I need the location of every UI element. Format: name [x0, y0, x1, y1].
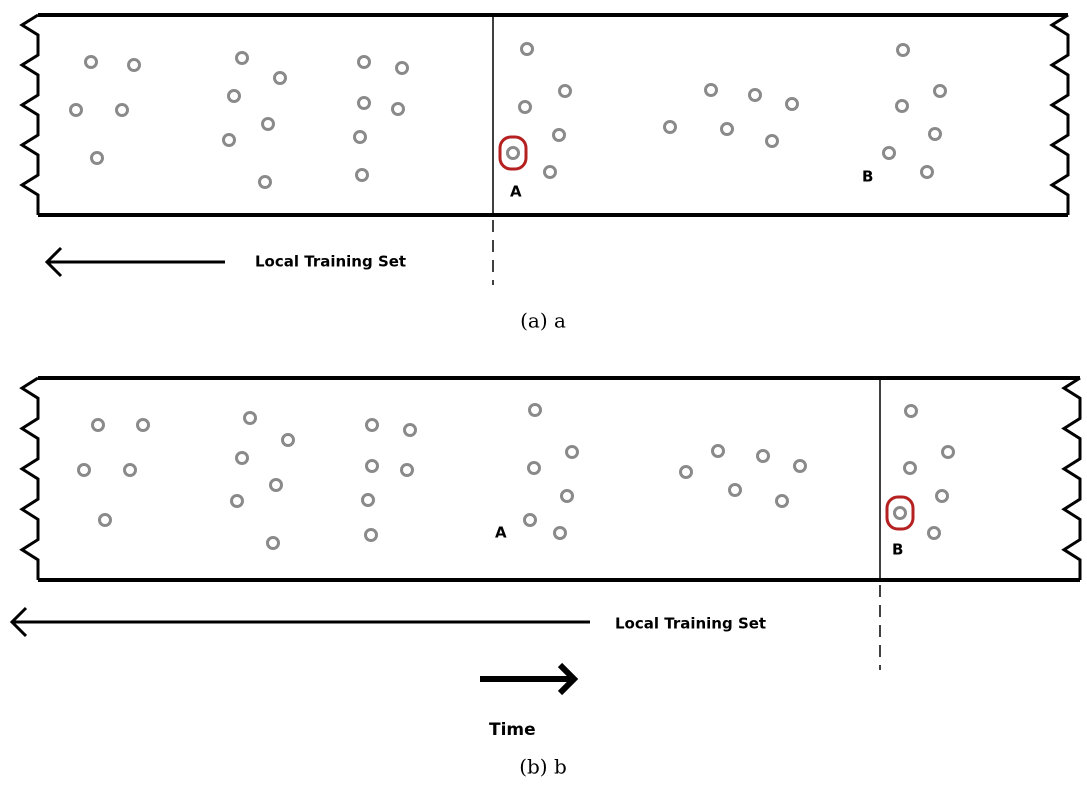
data-point [136, 418, 150, 432]
data-point [523, 513, 537, 527]
data-point [933, 84, 947, 98]
data-point [365, 459, 379, 473]
data-point [756, 449, 770, 463]
data-point [775, 494, 789, 508]
data-point [235, 51, 249, 65]
data-point [90, 151, 104, 165]
data-point [227, 89, 241, 103]
zigzag [19, 13, 40, 215]
data-point [123, 463, 137, 477]
data-point [353, 130, 367, 144]
data-point [663, 120, 677, 134]
zigzag [1061, 376, 1082, 580]
data-point [84, 55, 98, 69]
data-point [261, 117, 275, 131]
highlight [498, 135, 528, 171]
data-point [506, 146, 520, 160]
data-point [896, 43, 910, 57]
data-point [927, 526, 941, 540]
window-label: Local Training Set [255, 253, 406, 271]
data-point [281, 433, 295, 447]
data-point [400, 463, 414, 477]
data-point [391, 102, 405, 116]
data-point [98, 513, 112, 527]
data-point [543, 165, 557, 179]
caption: (a) a [520, 309, 566, 333]
data-point [711, 444, 725, 458]
data-point [222, 133, 236, 147]
zigzag [1049, 13, 1070, 215]
data-point [364, 528, 378, 542]
window-label: Local Training Set [615, 615, 766, 633]
data-point [903, 461, 917, 475]
caption: (b) b [519, 755, 567, 779]
data-point [565, 445, 579, 459]
data-point [403, 423, 417, 437]
data-point [258, 175, 272, 189]
data-point [235, 451, 249, 465]
data-point [269, 478, 283, 492]
data-point [793, 459, 807, 473]
data-point [77, 463, 91, 477]
data-point [553, 526, 567, 540]
data-point [520, 42, 534, 56]
data-point [765, 134, 779, 148]
point-label: A [495, 524, 507, 542]
time-label: Time [489, 720, 536, 740]
data-point [882, 146, 896, 160]
data-point [91, 418, 105, 432]
zigzag [19, 376, 40, 580]
data-point [127, 58, 141, 72]
point-label: B [892, 541, 903, 559]
data-point [266, 536, 280, 550]
data-point [560, 489, 574, 503]
data-point [893, 506, 907, 520]
data-point [704, 83, 718, 97]
data-point [558, 84, 572, 98]
point-label: A [510, 183, 522, 201]
data-point [679, 465, 693, 479]
data-point [728, 483, 742, 497]
data-point [935, 489, 949, 503]
data-point [355, 168, 369, 182]
data-point [115, 103, 129, 117]
data-point [527, 461, 541, 475]
data-point [69, 103, 83, 117]
data-point [904, 404, 918, 418]
data-point [395, 61, 409, 75]
data-point [518, 100, 532, 114]
data-point [895, 99, 909, 113]
data-point [357, 55, 371, 69]
data-point [365, 418, 379, 432]
data-point [928, 127, 942, 141]
data-point [785, 97, 799, 111]
data-point [748, 88, 762, 102]
data-point [243, 411, 257, 425]
data-point [720, 122, 734, 136]
data-point [528, 403, 542, 417]
data-point [361, 493, 375, 507]
data-point [273, 71, 287, 85]
point-label: B [862, 168, 873, 186]
data-point [941, 445, 955, 459]
data-point [357, 96, 371, 110]
highlight [885, 495, 915, 531]
data-point [230, 494, 244, 508]
data-point [920, 165, 934, 179]
data-point [552, 128, 566, 142]
